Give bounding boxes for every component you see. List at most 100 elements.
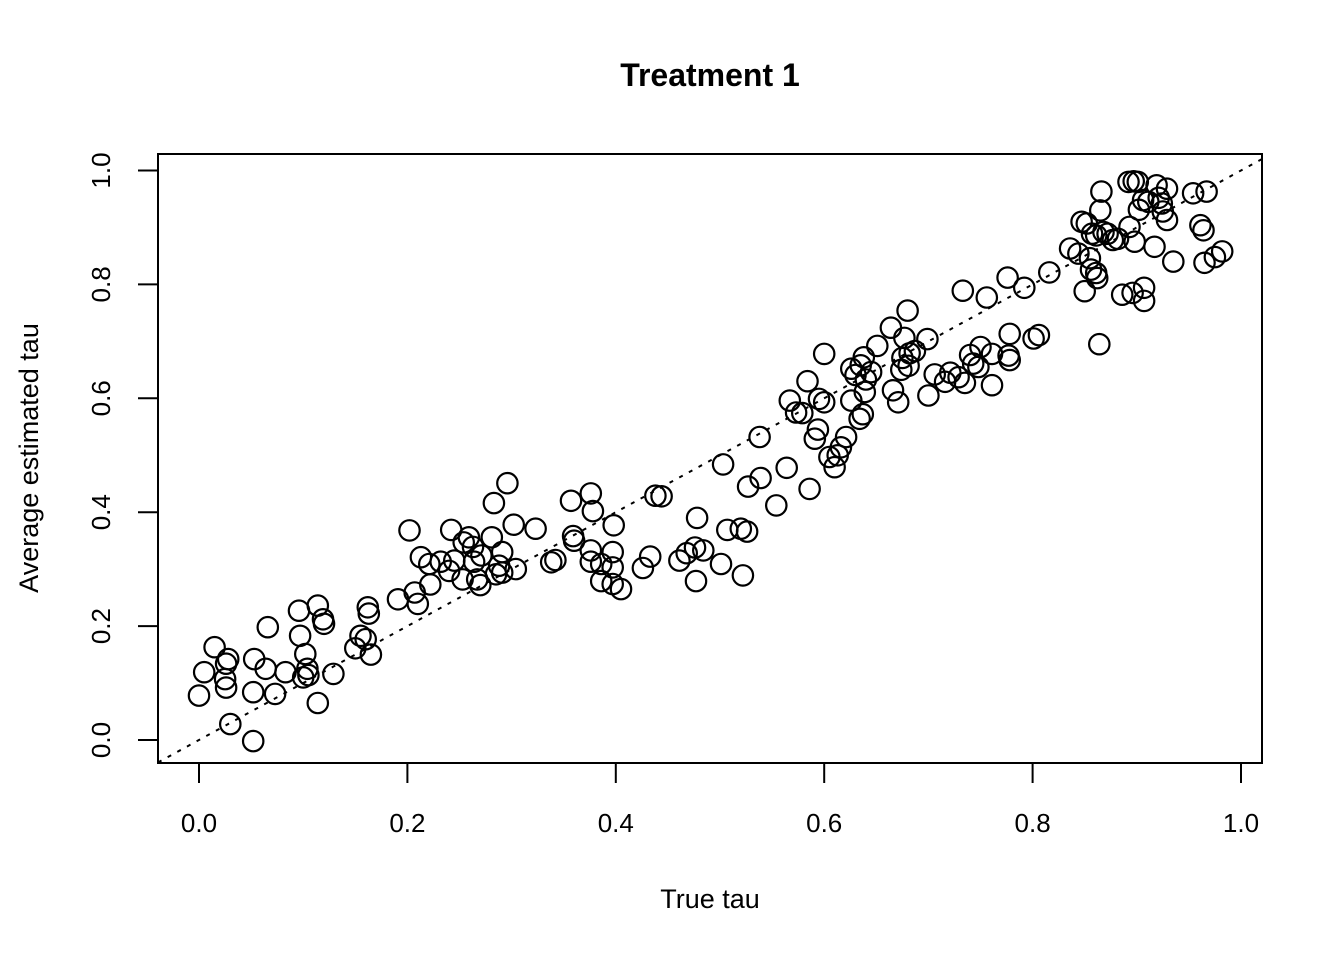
data-point xyxy=(823,455,846,479)
data-point xyxy=(807,387,831,411)
data-point xyxy=(1038,261,1061,284)
x-tick-label: 0.0 xyxy=(181,808,217,838)
data-point xyxy=(504,557,528,581)
data-point xyxy=(312,612,336,636)
data-point xyxy=(579,482,603,505)
data-point xyxy=(975,286,999,309)
data-point xyxy=(354,627,377,651)
data-point xyxy=(790,401,814,425)
data-point xyxy=(784,401,808,424)
data-point xyxy=(803,427,827,450)
data-point xyxy=(764,494,788,517)
data-point xyxy=(539,550,563,574)
data-point xyxy=(241,680,265,704)
x-tick-label: 1.0 xyxy=(1223,808,1259,838)
data-point xyxy=(736,475,760,498)
data-point xyxy=(1013,276,1036,300)
x-tick-label: 0.2 xyxy=(389,808,425,838)
data-point xyxy=(1022,327,1045,350)
data-point xyxy=(602,513,625,537)
data-point xyxy=(1210,240,1234,263)
data-point xyxy=(1078,246,1102,270)
data-point xyxy=(1090,180,1113,203)
y-tick-label: 0.2 xyxy=(86,608,116,644)
data-point xyxy=(684,569,708,593)
identity-reference-line xyxy=(157,158,1263,764)
data-point xyxy=(462,550,486,573)
data-point xyxy=(1192,219,1215,242)
data-point xyxy=(214,676,238,699)
data-point xyxy=(953,371,977,395)
data-point xyxy=(980,373,1004,397)
data-point xyxy=(322,662,345,686)
data-point xyxy=(601,540,624,564)
data-point xyxy=(631,556,655,580)
data-point xyxy=(1195,180,1218,203)
data-point xyxy=(1203,245,1227,269)
data-point xyxy=(192,660,216,684)
data-point xyxy=(562,529,586,552)
data-point xyxy=(203,635,226,659)
data-point xyxy=(947,365,970,389)
data-point xyxy=(731,564,755,587)
data-point xyxy=(1155,208,1179,232)
data-point xyxy=(1143,235,1166,259)
data-point xyxy=(879,316,903,339)
data-point xyxy=(398,519,421,542)
data-point xyxy=(853,380,877,404)
data-point xyxy=(293,642,317,666)
x-tick-label: 0.8 xyxy=(1015,808,1051,838)
data-point xyxy=(306,691,330,715)
plot-box xyxy=(157,153,1263,764)
data-point xyxy=(1150,192,1174,215)
data-point xyxy=(559,489,583,513)
data-point xyxy=(812,390,836,414)
data-point xyxy=(589,569,613,593)
data-point xyxy=(1132,276,1156,300)
data-point xyxy=(735,520,759,543)
data-point xyxy=(969,335,992,359)
data-point xyxy=(749,466,772,490)
data-point xyxy=(650,484,673,508)
data-point xyxy=(490,540,514,564)
data-point xyxy=(691,539,715,562)
data-point xyxy=(916,327,939,351)
data-point xyxy=(359,643,383,666)
data-point xyxy=(437,559,461,583)
data-point xyxy=(806,418,830,441)
data-point xyxy=(886,390,910,414)
data-point xyxy=(897,354,920,378)
data-point xyxy=(829,435,853,459)
data-point xyxy=(859,360,883,384)
data-point xyxy=(903,339,927,363)
data-point xyxy=(1067,242,1090,265)
data-point xyxy=(775,456,798,480)
chart-title: Treatment 1 xyxy=(620,57,800,93)
data-point xyxy=(834,425,858,449)
data-point xyxy=(685,506,709,530)
data-point xyxy=(812,342,836,366)
data-point xyxy=(709,552,733,576)
data-point xyxy=(589,552,613,576)
y-tick-label: 0.0 xyxy=(86,722,116,758)
data-point xyxy=(287,599,311,622)
data-point xyxy=(214,652,238,675)
data-point xyxy=(1110,283,1134,306)
data-point xyxy=(291,666,315,689)
data-point xyxy=(778,389,802,412)
data-point xyxy=(213,667,237,691)
data-point xyxy=(263,682,287,706)
data-point xyxy=(881,378,905,402)
data-point xyxy=(1193,251,1216,275)
data-point xyxy=(865,334,889,358)
data-point xyxy=(796,369,819,393)
data-point xyxy=(668,549,691,572)
data-point xyxy=(638,545,662,568)
y-tick-label: 0.8 xyxy=(86,266,116,302)
x-tick-label: 0.6 xyxy=(806,808,842,838)
data-point xyxy=(482,491,506,515)
data-point xyxy=(1155,177,1179,200)
data-point xyxy=(1132,289,1156,313)
data-point xyxy=(1118,215,1141,239)
